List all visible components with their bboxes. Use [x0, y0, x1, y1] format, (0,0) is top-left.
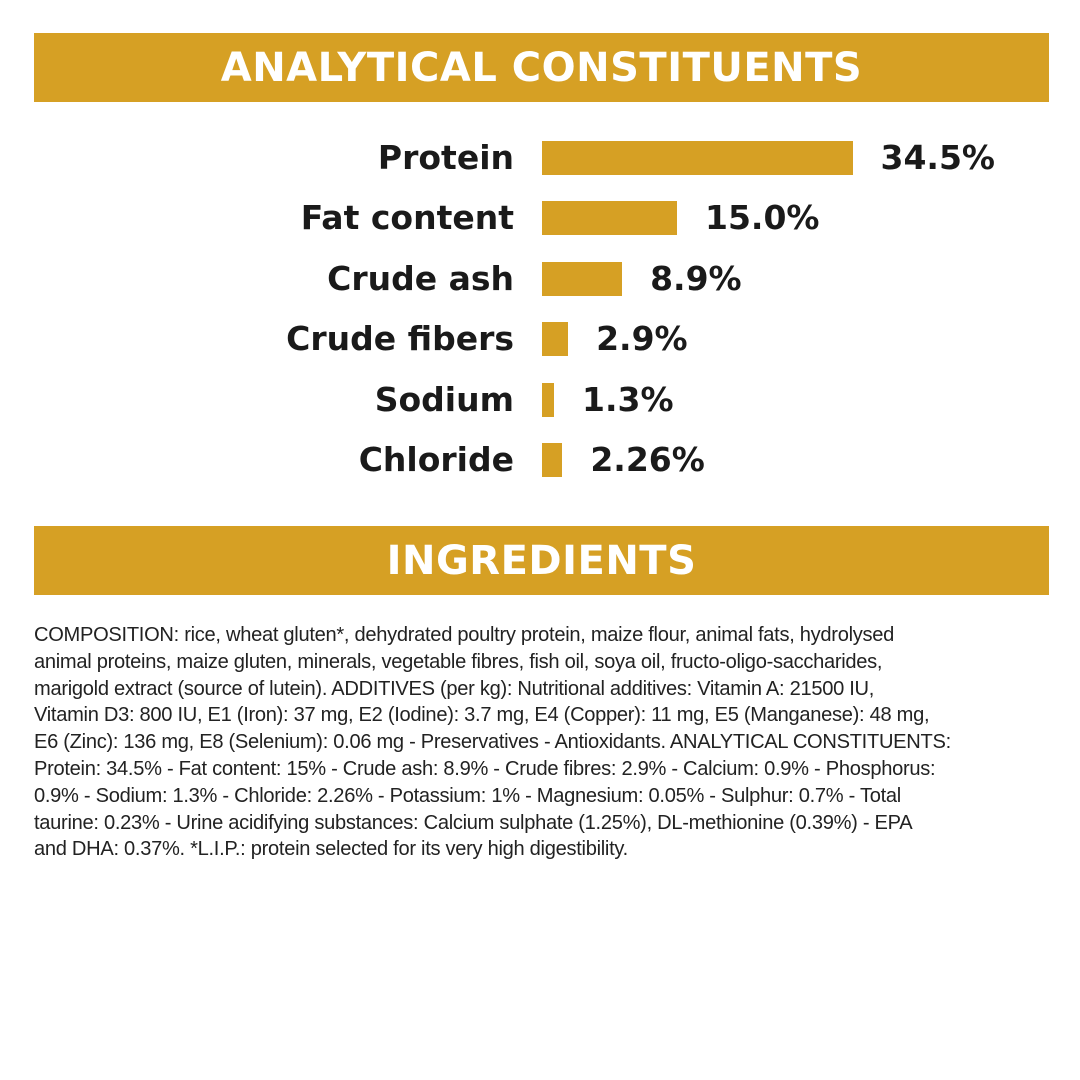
ingredients-line: 0.9% - Sodium: 1.3% - Chloride: 2.26% - …	[34, 783, 901, 807]
section-title: INGREDIENTS	[386, 537, 697, 584]
ingredients-line: E6 (Zinc): 136 mg, E8 (Selenium): 0.06 m…	[34, 730, 951, 754]
value-label: 2.9%	[596, 319, 688, 359]
ingredients-line: Protein: 34.5% - Fat content: 15% - Crud…	[34, 756, 936, 780]
chart-row: Fat content 15.0%	[0, 198, 1080, 238]
value-label: 34.5%	[880, 138, 996, 177]
value-label: 2.26%	[590, 440, 705, 479]
bar	[542, 201, 677, 236]
analytical-constituents-header: ANALYTICAL CONSTITUENTS	[34, 33, 1049, 102]
value-label: 1.3%	[582, 379, 674, 419]
chart-row: Protein 34.5%	[0, 138, 1080, 178]
ingredients-line: and DHA: 0.37%. *L.I.P.: protein selecte…	[34, 837, 628, 861]
category-label: Fat content	[300, 198, 514, 238]
value-label: 15.0%	[705, 198, 820, 238]
category-label: Crude fibers	[286, 319, 514, 359]
ingredients-line: COMPOSITION: rice, wheat gluten*, dehydr…	[34, 623, 895, 646]
category-label: Protein	[377, 138, 514, 177]
category-label: Crude ash	[327, 258, 514, 298]
ingredients-text: COMPOSITION: rice, wheat gluten*, dehydr…	[34, 622, 1054, 863]
ingredients-header: INGREDIENTS	[34, 526, 1049, 595]
value-label: 8.9%	[650, 258, 742, 298]
ingredients-line: marigold extract (source of lutein). ADD…	[34, 676, 875, 700]
chart-row: Chloride 2.26%	[0, 440, 1080, 480]
ingredients-line: taurine: 0.23% - Urine acidifying substa…	[34, 810, 913, 834]
chart-row: Sodium 1.3%	[0, 380, 1080, 420]
category-label: Chloride	[358, 440, 514, 479]
section-title: ANALYTICAL CONSTITUENTS	[220, 44, 863, 91]
ingredients-line: Vitamin D3: 800 IU, E1 (Iron): 37 mg, E2…	[34, 703, 930, 727]
bar	[542, 322, 569, 357]
chart-row: Crude fibers 2.9%	[0, 319, 1080, 359]
bar	[542, 443, 563, 477]
bar	[542, 141, 853, 175]
bar	[542, 261, 623, 296]
ingredients-line: animal proteins, maize gluten, minerals,…	[34, 649, 883, 673]
chart-row: Crude ash 8.9%	[0, 259, 1080, 299]
bar	[542, 382, 554, 417]
category-label: Sodium	[374, 379, 514, 419]
